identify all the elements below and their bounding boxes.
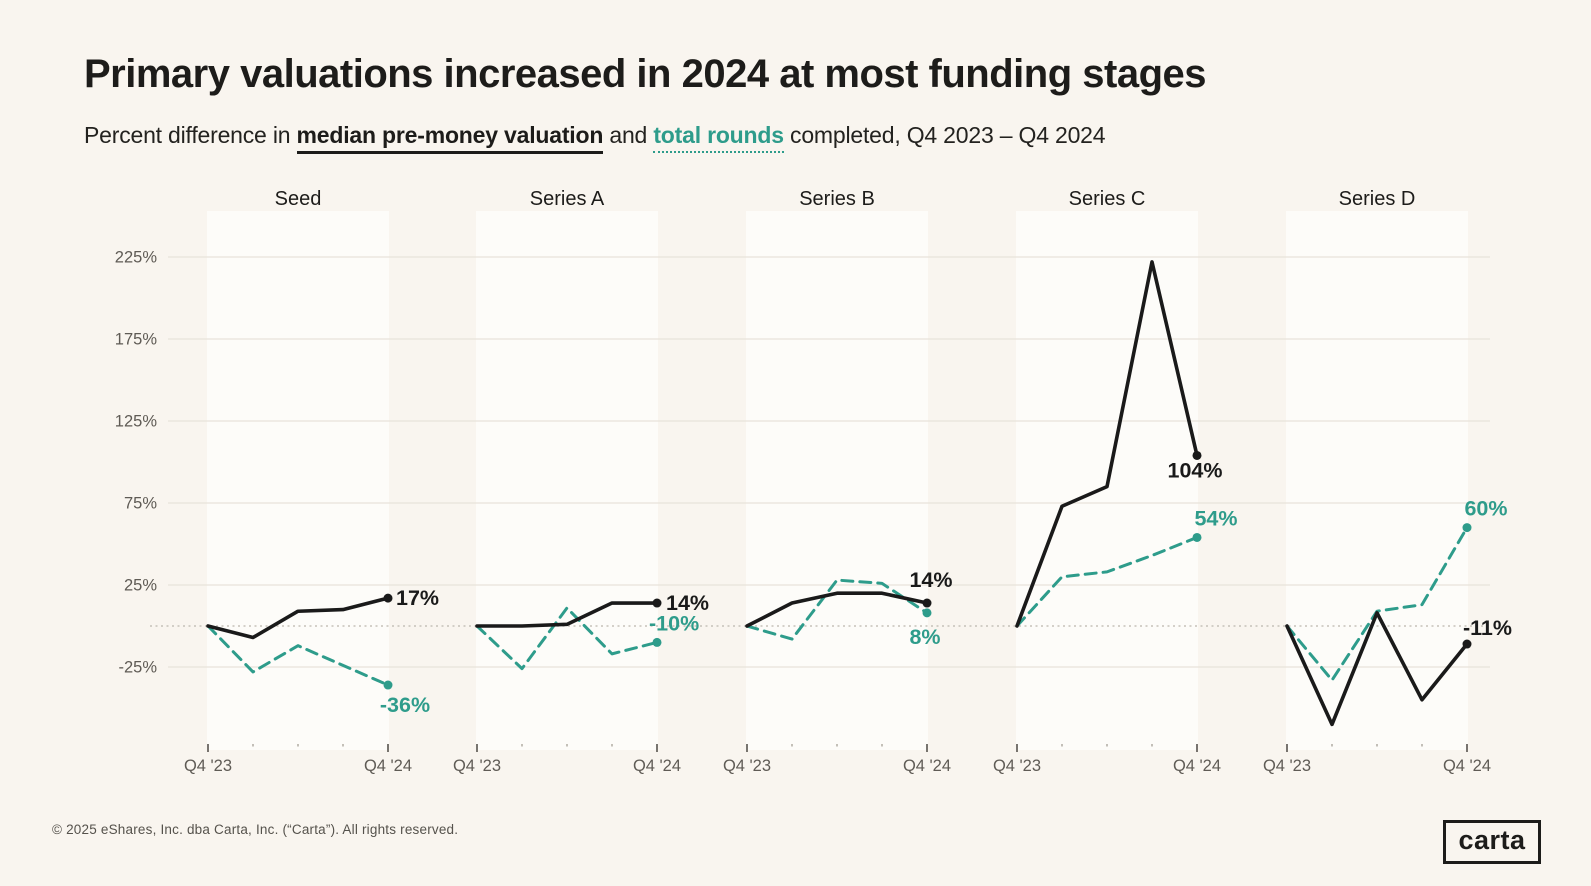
valuation-end-label: 104%	[1168, 458, 1223, 482]
y-axis-tick-label: 25%	[124, 577, 157, 595]
x-axis-label-end: Q4 '24	[364, 757, 412, 775]
rounds-end-label: 60%	[1464, 497, 1507, 521]
total-rounds-line	[475, 606, 659, 671]
valuation-endpoint	[652, 598, 662, 608]
stage-title: Seed	[275, 188, 322, 210]
subtitle-prefix: Percent difference in	[84, 122, 297, 148]
stage-panel: Series D Q4 '23 Q4 '24 -11% 60%	[1263, 188, 1512, 775]
valuation-endpoint	[1462, 639, 1472, 649]
subtitle-rounds-term: total rounds	[653, 122, 784, 153]
valuation-end-label: 14%	[666, 591, 709, 615]
rounds-end-label: 8%	[909, 625, 940, 649]
panel-background	[476, 211, 658, 750]
stage-panel: Series C Q4 '23 Q4 '24 104% 54%	[993, 188, 1238, 775]
total-rounds-line	[1015, 535, 1199, 628]
page-subtitle: Percent difference in median pre-money v…	[84, 122, 1106, 154]
valuation-line	[475, 601, 659, 628]
carta-logo-text: carta	[1458, 824, 1526, 855]
total-rounds-endpoint	[652, 637, 662, 647]
rounds-end-label: -36%	[380, 693, 430, 717]
total-rounds-line	[206, 624, 390, 687]
panel-background	[207, 211, 389, 750]
subtitle-suffix: completed, Q4 2023 – Q4 2024	[783, 122, 1106, 148]
valuation-line	[1285, 611, 1469, 727]
total-rounds-endpoint	[922, 608, 932, 618]
x-axis-label-end: Q4 '24	[633, 757, 681, 775]
y-axis-tick-label: 125%	[115, 413, 158, 431]
x-axis-label-end: Q4 '24	[1443, 757, 1491, 775]
stage-panel: Seed Q4 '23 Q4 '24 17% -36%	[184, 188, 439, 775]
panel-background	[1286, 211, 1468, 750]
subtitle-valuation-term: median pre-money valuation	[296, 122, 603, 154]
panel-background	[746, 211, 928, 750]
total-rounds-endpoint	[1462, 523, 1472, 533]
x-axis-label-end: Q4 '24	[903, 757, 951, 775]
valuation-end-label: 17%	[396, 586, 439, 610]
total-rounds-endpoint	[383, 680, 393, 690]
valuation-end-label: -11%	[1463, 616, 1512, 640]
rounds-end-label: 54%	[1194, 506, 1237, 530]
valuation-endpoint	[922, 598, 932, 608]
stage-title: Series A	[530, 188, 605, 210]
x-axis-label-end: Q4 '24	[1173, 757, 1221, 775]
stage-panel: Series B Q4 '23 Q4 '24 14% 8%	[723, 188, 953, 775]
page-title: Primary valuations increased in 2024 at …	[84, 52, 1207, 96]
y-axis-tick-label: 75%	[124, 495, 157, 513]
stage-title: Series C	[1069, 188, 1146, 210]
valuation-line	[745, 591, 929, 628]
x-axis-label-start: Q4 '23	[993, 757, 1041, 775]
x-axis-label-start: Q4 '23	[723, 757, 771, 775]
x-axis-label-start: Q4 '23	[1263, 757, 1311, 775]
y-axis-tick-label: 225%	[115, 249, 158, 267]
valuation-endpoint	[1192, 450, 1202, 460]
copyright-footer: © 2025 eShares, Inc. dba Carta, Inc. (“C…	[52, 822, 459, 837]
y-axis-tick-label: 175%	[115, 331, 158, 349]
valuation-end-label: 14%	[909, 568, 952, 592]
valuation-line	[1015, 260, 1199, 628]
x-axis-label-start: Q4 '23	[184, 757, 232, 775]
x-axis-label-start: Q4 '23	[453, 757, 501, 775]
valuation-line	[206, 596, 390, 640]
stage-panel: Series A Q4 '23 Q4 '24 14%-10%	[453, 188, 709, 775]
subtitle-connector: and	[603, 122, 654, 148]
valuation-endpoint	[383, 593, 393, 603]
y-axis-tick-label: -25%	[118, 659, 157, 677]
total-rounds-line	[745, 578, 929, 641]
rounds-end-label: -10%	[649, 611, 699, 635]
stage-title: Series B	[799, 188, 875, 210]
total-rounds-endpoint	[1192, 532, 1202, 542]
carta-logo: carta	[1443, 820, 1541, 864]
stage-title: Series D	[1339, 188, 1416, 210]
